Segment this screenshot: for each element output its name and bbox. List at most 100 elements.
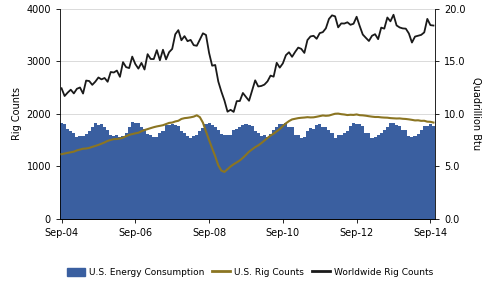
Bar [88, 131, 90, 219]
Bar [162, 131, 164, 219]
Bar [398, 126, 401, 219]
Bar [195, 134, 198, 219]
Bar [90, 127, 94, 219]
Bar [256, 133, 260, 219]
Bar [352, 123, 355, 219]
Bar [395, 126, 398, 219]
Bar [368, 133, 370, 219]
Bar [389, 123, 392, 219]
Bar [401, 130, 404, 219]
Bar [288, 126, 290, 219]
Bar [94, 124, 97, 219]
Bar [346, 131, 349, 219]
Bar [364, 132, 368, 219]
Bar [204, 124, 208, 219]
Bar [244, 124, 248, 219]
Bar [392, 123, 395, 219]
Bar [426, 126, 429, 219]
Bar [63, 124, 66, 219]
Bar [223, 135, 226, 219]
Bar [374, 137, 376, 219]
Bar [183, 132, 186, 219]
Bar [76, 137, 78, 219]
Bar [152, 137, 156, 219]
Bar [186, 136, 189, 219]
Bar [242, 125, 244, 219]
Bar [312, 129, 315, 219]
Bar [177, 126, 180, 219]
Bar [124, 133, 128, 219]
Bar [134, 123, 137, 219]
Bar [248, 125, 250, 219]
Bar [149, 135, 152, 219]
Y-axis label: Quadrillion Btu: Quadrillion Btu [471, 77, 481, 150]
Bar [260, 136, 263, 219]
Bar [343, 133, 346, 219]
Bar [370, 138, 374, 219]
Bar [146, 134, 149, 219]
Bar [158, 133, 162, 219]
Bar [118, 137, 122, 219]
Bar [220, 134, 223, 219]
Bar [334, 138, 336, 219]
Bar [294, 135, 296, 219]
Bar [324, 127, 328, 219]
Bar [130, 122, 134, 219]
Bar [380, 133, 382, 219]
Bar [198, 130, 202, 219]
Bar [84, 134, 87, 219]
Bar [103, 127, 106, 219]
Bar [266, 137, 269, 219]
Bar [349, 126, 352, 219]
Bar [214, 127, 217, 219]
Bar [269, 134, 272, 219]
Bar [109, 135, 112, 219]
Bar [382, 130, 386, 219]
Bar [336, 135, 340, 219]
Bar [78, 137, 82, 219]
Bar [82, 136, 84, 219]
Bar [143, 128, 146, 219]
Bar [217, 130, 220, 219]
Bar [432, 126, 435, 219]
Bar [290, 127, 294, 219]
Bar [72, 133, 76, 219]
Bar [137, 123, 140, 219]
Bar [100, 124, 103, 219]
Legend: U.S. Energy Consumption, U.S. Rig Counts, Worldwide Rig Counts: U.S. Energy Consumption, U.S. Rig Counts… [63, 264, 437, 281]
Bar [164, 126, 168, 219]
Bar [226, 135, 229, 219]
Bar [355, 124, 358, 219]
Bar [315, 125, 318, 219]
Bar [66, 129, 69, 219]
Bar [272, 130, 275, 219]
Bar [168, 125, 170, 219]
Bar [414, 136, 416, 219]
Bar [232, 130, 235, 219]
Bar [116, 135, 118, 219]
Bar [192, 137, 195, 219]
Bar [420, 130, 422, 219]
Bar [189, 138, 192, 219]
Bar [112, 136, 116, 219]
Bar [208, 123, 210, 219]
Bar [170, 124, 173, 219]
Bar [404, 130, 407, 219]
Bar [422, 126, 426, 219]
Bar [309, 128, 312, 219]
Bar [174, 125, 177, 219]
Bar [296, 135, 300, 219]
Bar [318, 124, 322, 219]
Bar [340, 135, 343, 219]
Bar [416, 134, 420, 219]
Bar [235, 129, 238, 219]
Bar [250, 126, 254, 219]
Bar [278, 124, 281, 219]
Bar [69, 130, 72, 219]
Bar [210, 125, 214, 219]
Bar [229, 135, 232, 219]
Bar [361, 126, 364, 219]
Bar [97, 126, 100, 219]
Bar [284, 123, 288, 219]
Bar [263, 135, 266, 219]
